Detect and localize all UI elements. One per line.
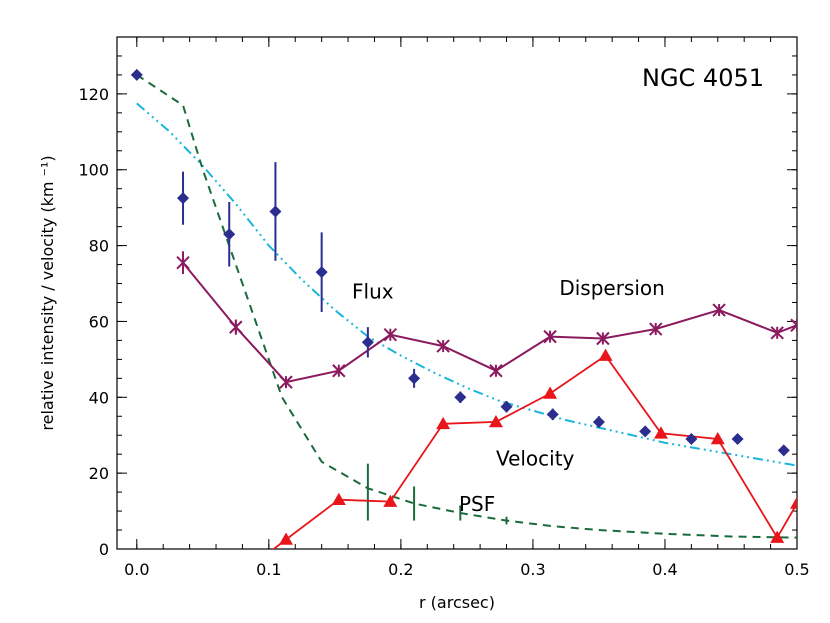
series-psf <box>136 74 797 539</box>
y-axis-label: relative intensity / velocity (km ⁻¹) <box>38 155 57 430</box>
dispersion-point <box>383 328 398 342</box>
dispersion-point-stroke <box>790 323 797 332</box>
y-tick-label: 100 <box>78 161 109 180</box>
annotation-psf: PSF <box>459 492 495 516</box>
x-tick-label: 0.0 <box>124 560 149 579</box>
chart-title: NGC 4051 <box>642 64 764 92</box>
dispersion-point <box>543 329 557 344</box>
annotation-dispersion: Dispersion <box>559 276 665 300</box>
flux-point <box>639 425 652 438</box>
x-tick-label: 0.2 <box>388 560 413 579</box>
axis-ticks: 0.0 0.1 0.2 0.3 0.4 0.5 0 20 40 60 80 100 120 <box>78 36 810 579</box>
annotation-flux: Flux <box>352 280 394 304</box>
dispersion-point <box>489 364 503 378</box>
dispersion-point <box>229 320 243 334</box>
series-model <box>136 102 797 467</box>
flux-point <box>223 228 236 241</box>
plot-frame <box>116 36 798 550</box>
dispersion-point <box>712 303 726 317</box>
flux-point <box>777 444 790 457</box>
flux-point <box>177 192 190 205</box>
x-tick-label: 0.3 <box>520 560 545 579</box>
flux-point <box>408 372 421 385</box>
dispersion-point <box>176 255 190 270</box>
y-tick-label: 20 <box>89 464 109 483</box>
y-tick-label: 40 <box>89 388 109 407</box>
x-tick-label: 0.5 <box>784 560 809 579</box>
flux-point <box>731 433 744 446</box>
series-flux <box>130 68 790 457</box>
flux-point <box>546 408 559 421</box>
psf-line <box>136 74 797 539</box>
series-dispersion <box>176 251 797 389</box>
dispersion-point <box>770 326 784 340</box>
dispersion-line <box>182 262 797 384</box>
x-tick-label: 0.4 <box>652 560 677 579</box>
y-tick-label: 60 <box>89 312 109 331</box>
velocity-point <box>543 386 558 399</box>
series-velocity <box>272 348 797 549</box>
velocity-point <box>331 492 346 505</box>
series-layer <box>130 68 797 549</box>
x-tick-label: 0.1 <box>256 560 281 579</box>
annotation-velocity: Velocity <box>496 447 575 471</box>
velocity-point <box>488 414 503 428</box>
dispersion-point <box>649 322 663 336</box>
velocity-point <box>654 426 668 439</box>
flux-point <box>361 336 374 349</box>
flux-point <box>685 433 698 446</box>
flux-point <box>500 400 513 413</box>
flux-point <box>315 266 328 279</box>
dispersion-point <box>279 375 293 389</box>
dispersion-point <box>332 364 346 378</box>
velocity-point <box>279 532 294 545</box>
velocity-point <box>790 496 797 509</box>
y-tick-label: 120 <box>78 85 109 104</box>
dispersion-point-stroke <box>790 318 797 327</box>
velocity-point <box>710 432 725 445</box>
y-tick-label: 0 <box>99 540 109 559</box>
velocity-line <box>272 354 797 549</box>
velocity-point <box>436 416 451 430</box>
flux-point <box>454 391 467 404</box>
y-tick-label: 80 <box>89 237 109 256</box>
x-axis-label: r (arcsec) <box>419 593 495 612</box>
dispersion-point <box>790 318 797 332</box>
model-line <box>136 102 797 467</box>
dispersion-point <box>596 331 610 346</box>
flux-point <box>592 415 605 428</box>
velocity-point <box>770 530 785 543</box>
flux-point <box>130 68 143 81</box>
dispersion-point <box>436 339 450 353</box>
velocity-point <box>598 348 613 361</box>
flux-point <box>269 205 282 218</box>
velocity-point <box>383 494 398 507</box>
